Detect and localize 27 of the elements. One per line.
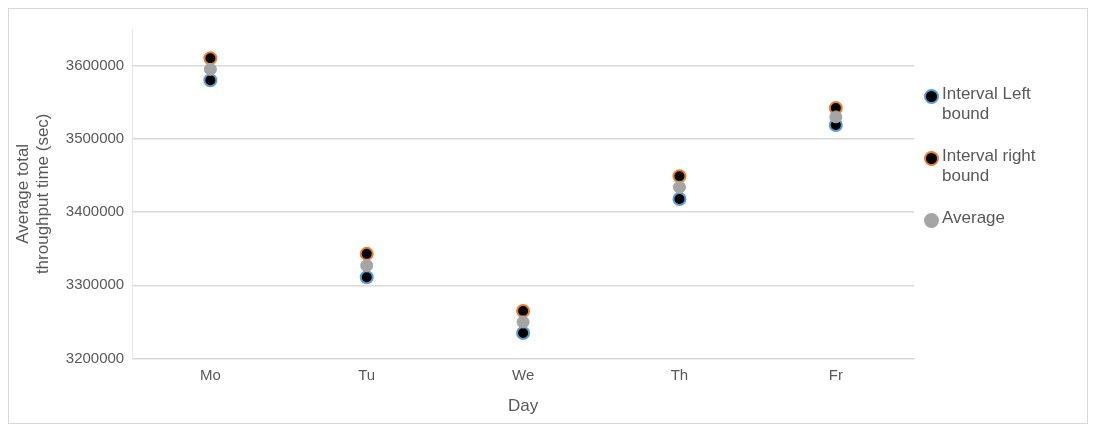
y-axis-title: Average total throughput time (sec) xyxy=(12,113,53,275)
point xyxy=(672,180,686,194)
x-tick-label: Mo xyxy=(199,365,221,383)
point xyxy=(516,325,531,340)
point xyxy=(516,303,531,318)
point xyxy=(359,246,374,261)
y-tick-label: 3600000 xyxy=(65,55,125,73)
point xyxy=(203,51,218,66)
x-tick-label: Tu xyxy=(358,365,376,383)
y-tick-label: 3300000 xyxy=(65,275,125,293)
x-axis-title: Day xyxy=(507,396,539,416)
point xyxy=(672,169,687,184)
x-tick-label: Th xyxy=(670,365,689,383)
legend-label: Interval Left bound xyxy=(942,84,1032,124)
point xyxy=(672,191,687,206)
y-tick-label: 3500000 xyxy=(65,129,125,147)
point xyxy=(203,62,217,76)
x-tick-label: We xyxy=(511,365,535,383)
legend-label: Average xyxy=(942,208,1006,228)
point xyxy=(359,270,374,285)
legend-label: Interval right bound xyxy=(942,146,1037,186)
y-tick-label: 3400000 xyxy=(65,202,125,220)
point xyxy=(829,110,843,124)
x-tick-label: Fr xyxy=(828,365,843,383)
point xyxy=(360,259,374,273)
y-tick-label: 3200000 xyxy=(65,348,125,366)
point xyxy=(516,315,530,329)
